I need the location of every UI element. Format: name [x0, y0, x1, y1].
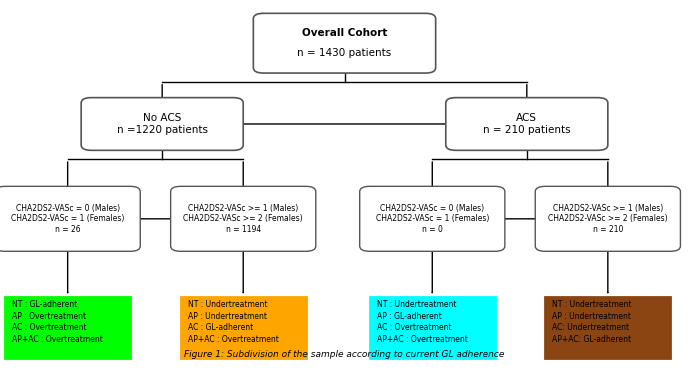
FancyBboxPatch shape: [535, 186, 681, 251]
Text: NT : Undertreatment
AP : GL-adherent
AC : Overtreatment
AP+AC : Overtreatment: NT : Undertreatment AP : GL-adherent AC …: [377, 300, 467, 344]
Text: Overall Cohort: Overall Cohort: [302, 28, 387, 38]
Text: CHA2DS2-VASc = 0 (Males)
CHA2DS2-VASc = 1 (Females)
n = 26: CHA2DS2-VASc = 0 (Males) CHA2DS2-VASc = …: [11, 204, 124, 234]
FancyBboxPatch shape: [446, 98, 608, 150]
Text: CHA2DS2-VASc = 0 (Males)
CHA2DS2-VASc = 1 (Females)
n = 0: CHA2DS2-VASc = 0 (Males) CHA2DS2-VASc = …: [376, 204, 489, 234]
FancyBboxPatch shape: [181, 297, 306, 359]
FancyBboxPatch shape: [81, 98, 243, 150]
FancyBboxPatch shape: [6, 297, 130, 359]
Text: NT : Undertreatment
AP : Undertreatment
AC : GL-adherent
AP+AC : Overtreatment: NT : Undertreatment AP : Undertreatment …: [187, 300, 278, 344]
Text: CHA2DS2-VASc >= 1 (Males)
CHA2DS2-VASc >= 2 (Females)
n = 1194: CHA2DS2-VASc >= 1 (Males) CHA2DS2-VASc >…: [183, 204, 303, 234]
Text: ACS
n = 210 patients: ACS n = 210 patients: [483, 113, 570, 135]
FancyBboxPatch shape: [370, 297, 495, 359]
Text: CHA2DS2-VASc >= 1 (Males)
CHA2DS2-VASc >= 2 (Females)
n = 210: CHA2DS2-VASc >= 1 (Males) CHA2DS2-VASc >…: [548, 204, 668, 234]
FancyBboxPatch shape: [254, 14, 435, 73]
FancyBboxPatch shape: [546, 297, 670, 359]
Text: n = 1430 patients: n = 1430 patients: [298, 48, 391, 58]
Text: NT : Undertreatment
AP : Undertreatment
AC: Undertreatment
AP+AC: GL-adherent: NT : Undertreatment AP : Undertreatment …: [552, 300, 632, 344]
FancyBboxPatch shape: [171, 186, 316, 251]
Text: No ACS
n =1220 patients: No ACS n =1220 patients: [116, 113, 207, 135]
Text: NT : GL-adherent
AP : Overtreatment
AC : Overtreatment
AP+AC : Overtreatment: NT : GL-adherent AP : Overtreatment AC :…: [12, 300, 103, 344]
FancyBboxPatch shape: [0, 186, 141, 251]
FancyBboxPatch shape: [360, 186, 505, 251]
Text: Figure 1: Subdivision of the sample according to current GL adherence: Figure 1: Subdivision of the sample acco…: [185, 350, 504, 359]
